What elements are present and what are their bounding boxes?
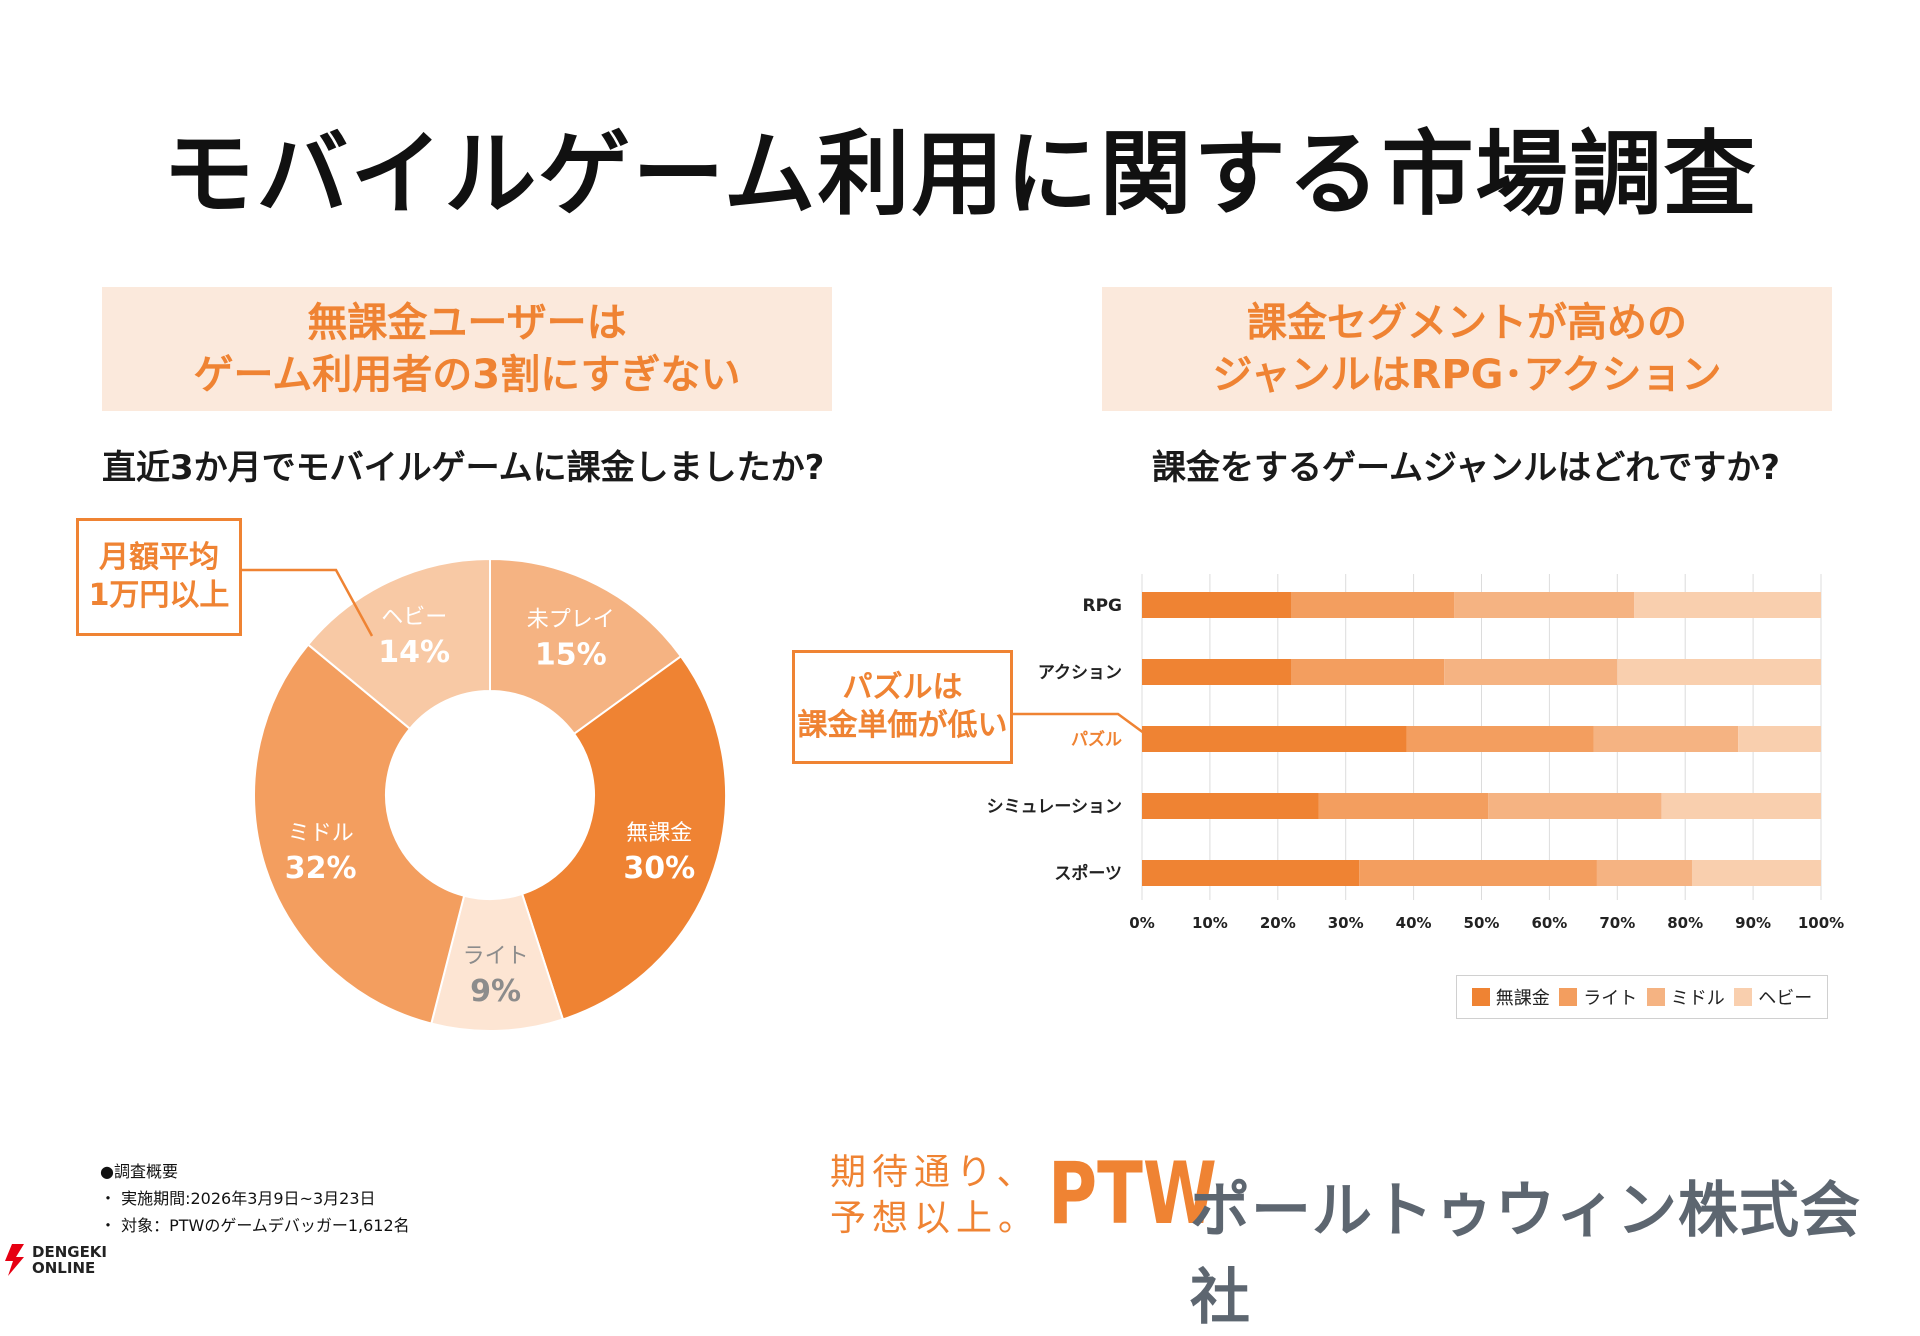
category-label-2: パズル — [1071, 729, 1122, 750]
bar-segment-2-0 — [1142, 726, 1407, 752]
category-label-1: アクション — [1038, 663, 1122, 683]
bar-segment-1-1 — [1291, 659, 1445, 685]
bar-segment-3-2 — [1488, 793, 1662, 819]
bar-segment-2-1 — [1406, 726, 1594, 752]
dengeki-watermark: DENGEKI ONLINE — [5, 1243, 107, 1277]
right-callout-line2: 課金単価が低い — [797, 708, 1008, 743]
left-callout-line2: 1万円以上 — [88, 578, 230, 613]
x-tick-label-3: 30% — [1328, 914, 1364, 932]
x-tick-label-7: 70% — [1599, 914, 1635, 932]
bar-segment-2-2 — [1593, 726, 1739, 752]
bar-segment-4-1 — [1359, 860, 1597, 886]
bar-segment-0-1 — [1291, 592, 1455, 618]
notes-target: ・ 対象：PTWのゲームデバッガー1,612名 — [100, 1216, 410, 1235]
x-tick-label-10: 100% — [1798, 914, 1844, 932]
right-question: 課金をするゲームジャンルはどれですか? — [1152, 448, 1780, 488]
slogan: 期待通り、 予想以上。 — [830, 1150, 1040, 1242]
legend-item-1: ライト — [1559, 984, 1637, 1010]
chart-legend: 無課金 ライト ミドル ヘビー — [1456, 975, 1828, 1019]
category-label-3: シミュレーション — [987, 797, 1122, 817]
legend-item-2: ミドル — [1646, 984, 1725, 1010]
left-banner-line1: 無課金ユーザーは — [307, 300, 627, 346]
left-callout: 月額平均 1万円以上 — [76, 518, 242, 636]
notes-period: ・ 実施期間:2026年3月9日~3月23日 — [100, 1189, 376, 1208]
category-label-0: RPG — [1082, 596, 1122, 616]
right-callout-leader — [1007, 712, 1149, 738]
ptw-logo: PTW — [1048, 1144, 1217, 1244]
bar-segment-4-3 — [1691, 860, 1821, 886]
right-callout: パズルは 課金単価が低い — [792, 650, 1013, 764]
bar-segment-3-0 — [1142, 793, 1319, 819]
left-banner: 無課金ユーザーは ゲーム利用者の3割にすぎない — [102, 287, 832, 411]
legend-swatch-3 — [1734, 988, 1753, 1006]
right-callout-line1: パズルは — [842, 670, 963, 705]
survey-notes: ●調査概要 ・ 実施期間:2026年3月9日~3月23日 ・ 対象：PTWのゲー… — [100, 1158, 410, 1239]
legend-item-0: 無課金 — [1471, 984, 1550, 1010]
right-banner-line2: ジャンルはRPG･アクション — [1212, 352, 1722, 398]
x-tick-label-1: 10% — [1192, 914, 1228, 932]
bar-segment-3-1 — [1318, 793, 1489, 819]
bar-segment-0-0 — [1142, 592, 1292, 618]
x-tick-label-0: 0% — [1129, 914, 1154, 932]
legend-swatch-1 — [1559, 988, 1578, 1006]
legend-label-0: 無課金 — [1495, 988, 1550, 1009]
watermark-line1: DENGEKI — [32, 1243, 107, 1261]
right-banner: 課金セグメントが高めの ジャンルはRPG･アクション — [1102, 287, 1832, 411]
bar-segment-1-3 — [1617, 659, 1821, 685]
slogan-line1: 期待通り、 — [830, 1152, 1039, 1193]
x-tick-label-2: 20% — [1260, 914, 1296, 932]
legend-label-2: ミドル — [1670, 988, 1725, 1009]
slogan-line2: 予想以上。 — [830, 1198, 1041, 1239]
x-tick-label-6: 60% — [1531, 914, 1567, 932]
bar-segment-4-0 — [1142, 860, 1360, 886]
notes-heading: ●調査概要 — [100, 1162, 178, 1181]
watermark-line2: ONLINE — [32, 1259, 95, 1277]
legend-swatch-0 — [1471, 988, 1490, 1006]
legend-label-3: ヘビー — [1758, 988, 1813, 1009]
bar-segment-0-2 — [1454, 592, 1635, 618]
bar-segment-1-2 — [1444, 659, 1618, 685]
bar-segment-2-3 — [1738, 726, 1821, 752]
bar-segment-3-3 — [1661, 793, 1821, 819]
legend-item-3: ヘビー — [1734, 984, 1812, 1010]
bar-segment-1-0 — [1142, 659, 1292, 685]
category-label-4: スポーツ — [1054, 863, 1122, 884]
x-tick-label-8: 80% — [1667, 914, 1703, 932]
left-banner-line2: ゲーム利用者の3割にすぎない — [193, 352, 741, 398]
legend-swatch-2 — [1646, 988, 1665, 1006]
left-callout-line1: 月額平均 — [99, 540, 219, 575]
bar-segment-0-3 — [1634, 592, 1821, 618]
x-tick-label-9: 90% — [1735, 914, 1771, 932]
x-tick-label-4: 40% — [1396, 914, 1432, 932]
company-name: ポールトゥウィン株式会社 — [1190, 1176, 1861, 1333]
left-question: 直近3か月でモバイルゲームに課金しましたか? — [102, 448, 825, 488]
legend-label-1: ライト — [1583, 988, 1638, 1009]
x-tick-label-5: 50% — [1464, 914, 1500, 932]
bar-segment-4-2 — [1596, 860, 1692, 886]
page-title: モバイルゲーム利用に関する市場調査 — [162, 121, 1758, 228]
lightning-icon — [5, 1244, 24, 1276]
right-banner-line1: 課金セグメントが高めの — [1247, 300, 1687, 346]
